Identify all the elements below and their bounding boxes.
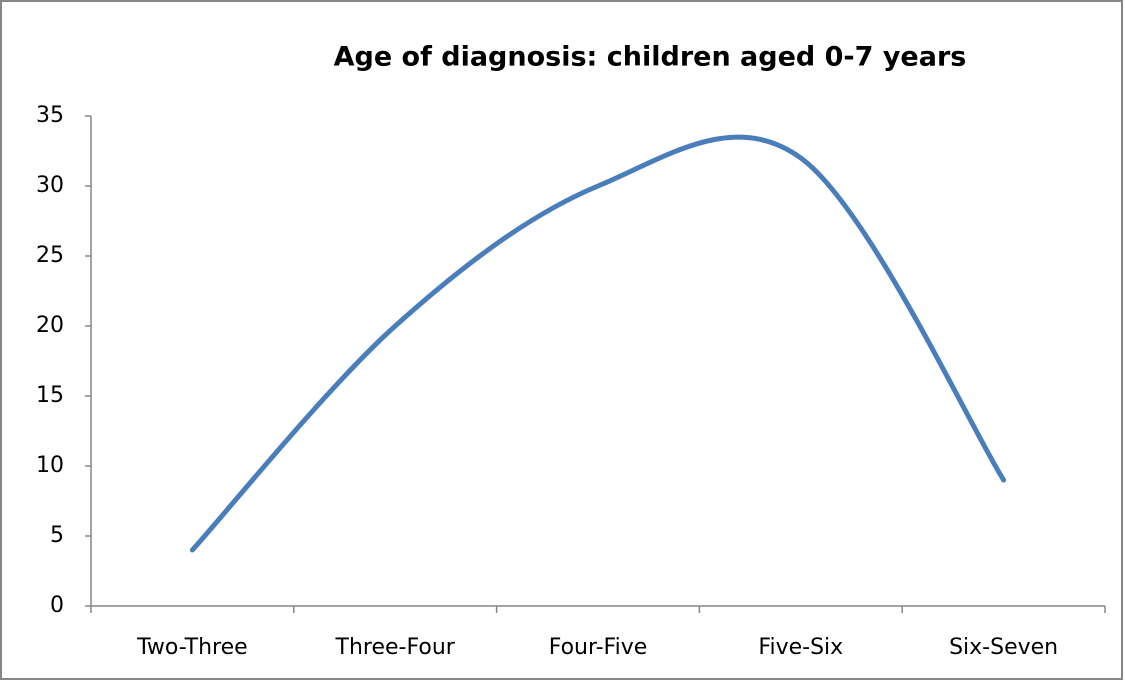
chart-title: Age of diagnosis: children aged 0-7 year… [334, 42, 967, 73]
x-tick-label: Four-Five [549, 635, 648, 660]
data-line [189, 134, 1007, 553]
y-tick-label: 35 [36, 103, 64, 128]
x-tick-label: Five-Six [758, 635, 843, 660]
x-tick-label: Six-Seven [949, 635, 1058, 660]
x-tick-label: Three-Four [335, 635, 456, 660]
y-tick-label: 0 [50, 593, 64, 618]
y-tick-label: 25 [36, 243, 64, 268]
y-tick-label: 15 [36, 383, 64, 408]
x-tick-label: Two-Three [136, 635, 248, 660]
y-tick-label: 10 [36, 453, 64, 478]
y-tick-label: 30 [36, 173, 64, 198]
y-tick-label: 5 [50, 523, 64, 548]
y-tick-label: 20 [36, 313, 64, 338]
